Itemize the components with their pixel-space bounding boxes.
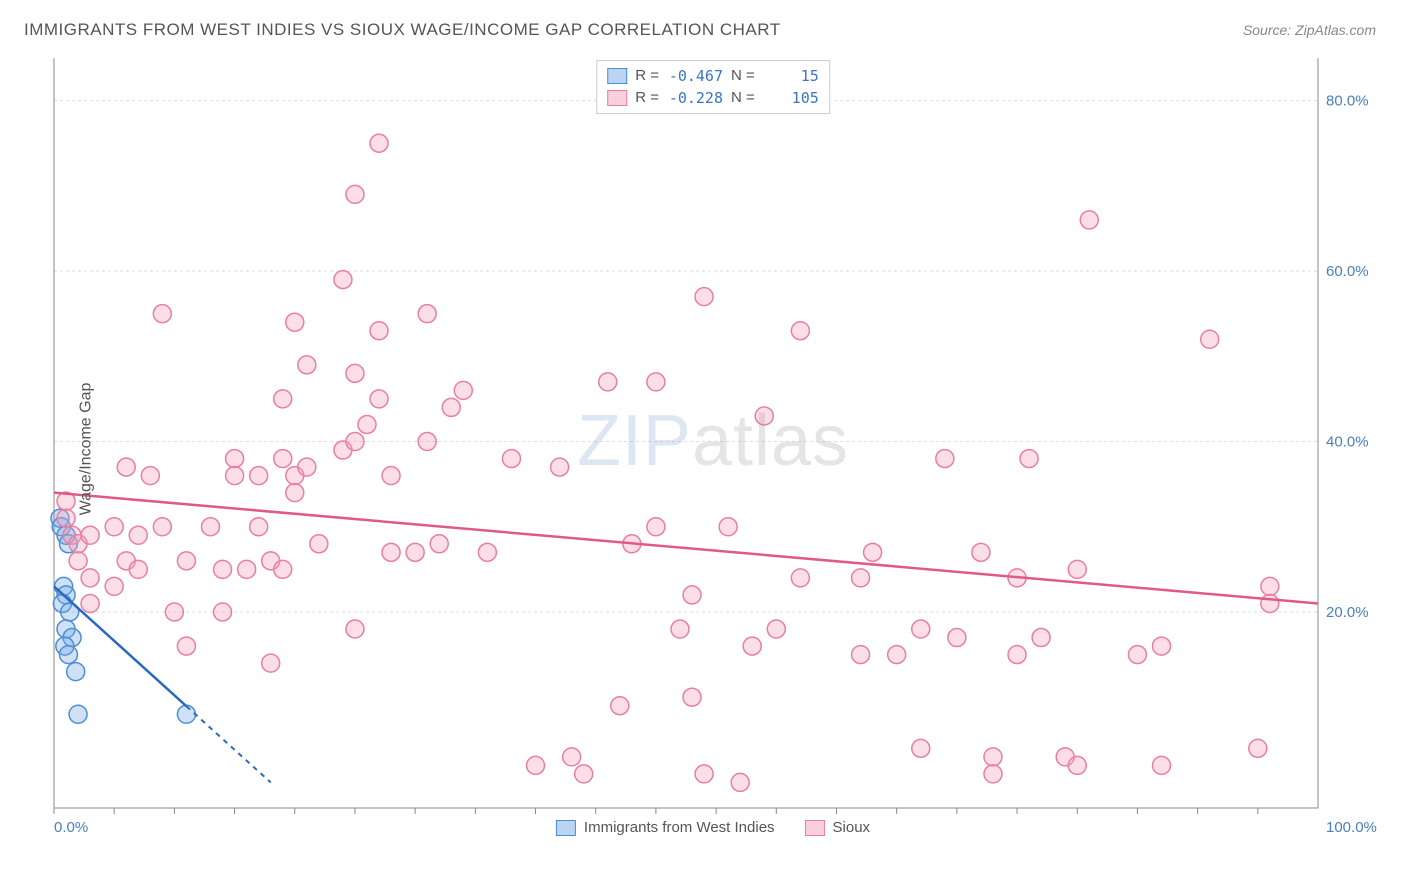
r-value: -0.467	[667, 65, 723, 87]
n-value: 15	[763, 65, 819, 87]
legend-swatch-pink	[607, 90, 627, 106]
source-attribution: Source: ZipAtlas.com	[1243, 22, 1376, 38]
svg-text:100.0%: 100.0%	[1326, 819, 1377, 836]
svg-text:0.0%: 0.0%	[54, 819, 88, 836]
legend-label: Sioux	[833, 819, 871, 836]
svg-text:80.0%: 80.0%	[1326, 93, 1369, 110]
legend-swatch-pink	[805, 820, 825, 836]
y-axis-label: Wage/Income Gap	[77, 383, 95, 516]
svg-text:60.0%: 60.0%	[1326, 263, 1369, 280]
chart-title: IMMIGRANTS FROM WEST INDIES VS SIOUX WAG…	[24, 20, 781, 40]
legend-item-pink: Sioux	[805, 819, 871, 836]
r-label: R =	[635, 65, 659, 87]
legend-item-blue: Immigrants from West Indies	[556, 819, 775, 836]
correlation-legend: R = -0.467 N = 15 R = -0.228 N = 105	[596, 60, 830, 114]
svg-text:40.0%: 40.0%	[1326, 434, 1369, 451]
r-value: -0.228	[667, 87, 723, 109]
n-value: 105	[763, 87, 819, 109]
n-label: N =	[731, 65, 755, 87]
svg-text:20.0%: 20.0%	[1326, 604, 1369, 621]
chart-container: Wage/Income Gap ZIPatlas R = -0.467 N = …	[48, 54, 1378, 844]
chart-svg: 20.0% 40.0% 60.0% 80.0% 0.0% 100.0%	[48, 54, 1378, 844]
legend-swatch-blue	[556, 820, 576, 836]
legend-row-blue: R = -0.467 N = 15	[607, 65, 819, 87]
legend-label: Immigrants from West Indies	[584, 819, 775, 836]
n-label: N =	[731, 87, 755, 109]
legend-swatch-blue	[607, 68, 627, 84]
r-label: R =	[635, 87, 659, 109]
series-legend: Immigrants from West Indies Sioux	[556, 819, 870, 836]
legend-row-pink: R = -0.228 N = 105	[607, 87, 819, 109]
